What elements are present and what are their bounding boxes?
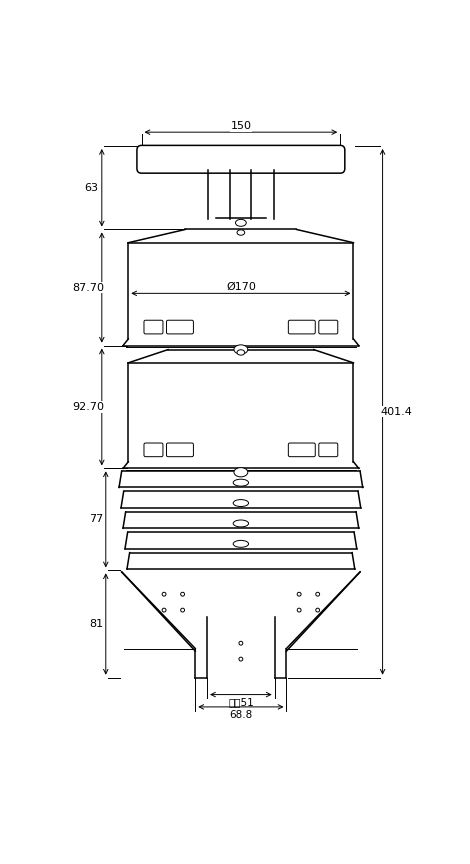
Text: 87.70: 87.70 xyxy=(73,283,105,293)
FancyBboxPatch shape xyxy=(166,321,194,334)
Ellipse shape xyxy=(180,608,185,612)
Ellipse shape xyxy=(233,540,249,547)
Ellipse shape xyxy=(162,593,166,596)
Ellipse shape xyxy=(239,658,243,661)
Text: 77: 77 xyxy=(89,514,104,524)
Text: 401.4: 401.4 xyxy=(381,407,412,416)
FancyBboxPatch shape xyxy=(319,443,338,457)
Ellipse shape xyxy=(233,499,249,506)
Ellipse shape xyxy=(297,593,301,596)
Text: 内径51: 内径51 xyxy=(228,697,254,708)
FancyBboxPatch shape xyxy=(288,321,315,334)
Ellipse shape xyxy=(235,219,246,226)
Ellipse shape xyxy=(234,345,248,354)
Ellipse shape xyxy=(297,608,301,612)
Text: 63: 63 xyxy=(84,183,98,193)
Ellipse shape xyxy=(180,593,185,596)
Ellipse shape xyxy=(162,608,166,612)
Ellipse shape xyxy=(233,480,249,486)
FancyBboxPatch shape xyxy=(166,443,194,457)
Text: 81: 81 xyxy=(89,619,103,629)
Ellipse shape xyxy=(233,520,249,527)
Text: 68.8: 68.8 xyxy=(229,709,252,720)
FancyBboxPatch shape xyxy=(144,321,163,334)
FancyBboxPatch shape xyxy=(319,321,338,334)
Ellipse shape xyxy=(237,350,245,355)
Ellipse shape xyxy=(316,593,320,596)
Ellipse shape xyxy=(237,230,245,235)
FancyBboxPatch shape xyxy=(144,443,163,457)
Ellipse shape xyxy=(316,608,320,612)
Text: 150: 150 xyxy=(230,121,251,131)
Ellipse shape xyxy=(239,641,243,645)
FancyBboxPatch shape xyxy=(137,145,345,173)
FancyBboxPatch shape xyxy=(288,443,315,457)
Text: 92.70: 92.70 xyxy=(73,402,105,412)
Text: Ø170: Ø170 xyxy=(226,282,256,291)
Ellipse shape xyxy=(234,467,248,477)
